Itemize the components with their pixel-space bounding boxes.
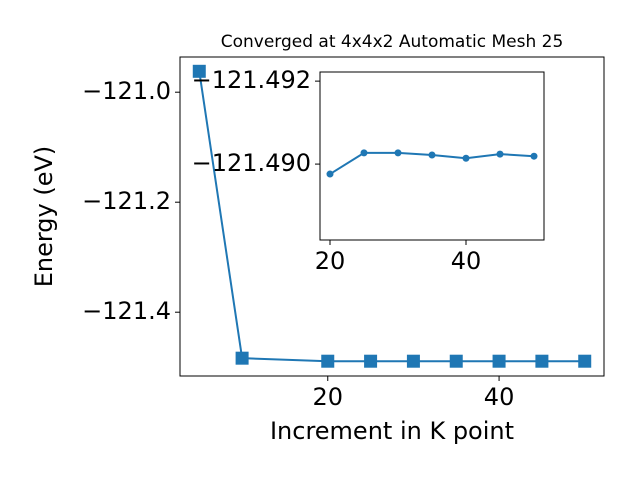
marker xyxy=(360,149,368,157)
y-tick-label: −121.4 xyxy=(82,297,171,325)
y-tick-label: −121.2 xyxy=(82,187,171,215)
marker xyxy=(235,351,249,365)
marker xyxy=(496,150,504,158)
x-tick-label: 20 xyxy=(312,383,343,411)
y-tick-label: −121.492 xyxy=(192,66,311,94)
y-tick-label: −121.0 xyxy=(82,77,171,105)
marker xyxy=(406,354,420,368)
x-tick-label: 40 xyxy=(484,383,515,411)
marker xyxy=(364,354,378,368)
marker xyxy=(449,354,463,368)
x-tick-label: 40 xyxy=(451,247,482,275)
marker xyxy=(462,154,470,162)
marker xyxy=(394,149,402,157)
marker xyxy=(578,354,592,368)
chart-title: Converged at 4x4x2 Automatic Mesh 25 xyxy=(221,32,564,52)
marker xyxy=(530,152,538,160)
marker xyxy=(492,354,506,368)
marker xyxy=(326,170,334,178)
marker xyxy=(535,354,549,368)
y-axis-label: Energy (eV) xyxy=(30,146,58,288)
y-tick-label: −121.490 xyxy=(192,149,311,177)
marker xyxy=(428,151,436,159)
x-axis-label: Increment in K point xyxy=(270,417,514,445)
x-tick-label: 20 xyxy=(315,247,346,275)
marker xyxy=(192,64,206,78)
marker xyxy=(321,354,335,368)
